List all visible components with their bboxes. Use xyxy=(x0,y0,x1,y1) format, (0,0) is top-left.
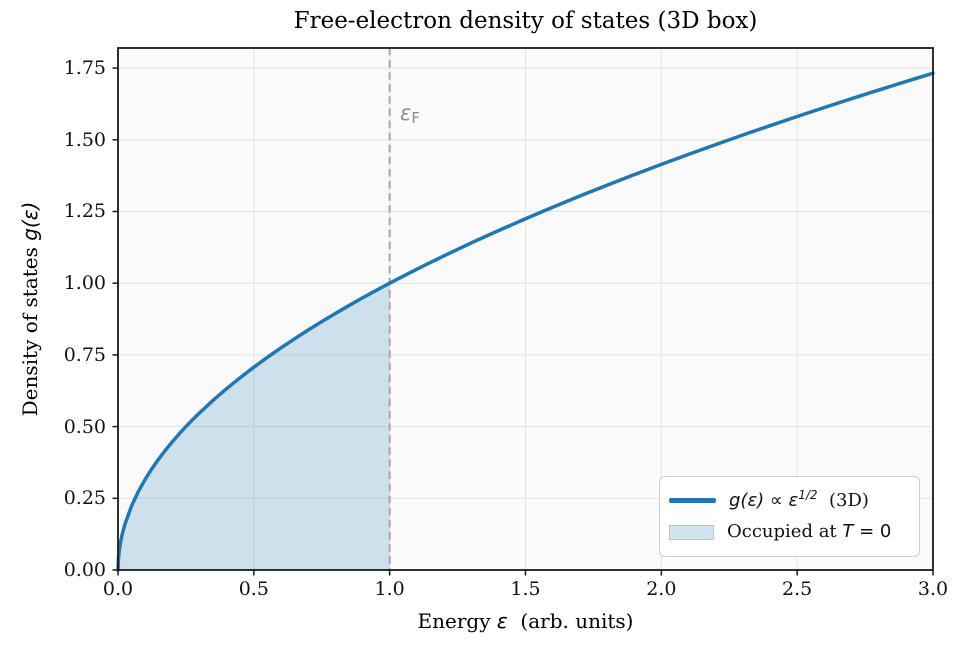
occupied-fill-area xyxy=(118,283,390,570)
x-tick-label: 1.0 xyxy=(374,578,405,600)
legend-entry-curve-label: g(ε) ∝ ε1/2 (3D) xyxy=(729,488,869,514)
y-axis-label: Density of states g(ε) xyxy=(17,109,43,509)
y-axis-label-text: Density of states xyxy=(18,240,42,417)
fermi-energy-annotation: εF xyxy=(400,101,420,127)
x-axis-label-math: ε xyxy=(496,609,508,633)
legend-patch-swatch xyxy=(669,524,714,540)
chart-title: Free-electron density of states (3D box) xyxy=(293,8,758,34)
x-tick-label: 2.0 xyxy=(646,578,677,600)
dos-curve xyxy=(116,71,935,572)
y-tick-label: 0.75 xyxy=(63,343,106,366)
x-tick-label: 0.5 xyxy=(238,578,269,600)
legend-entry-fill: Occupied at T = 0 xyxy=(669,519,909,545)
x-tick-label: 2.5 xyxy=(782,578,813,600)
legend-entry-curve: g(ε) ∝ ε1/2 (3D) xyxy=(669,488,909,514)
y-axis-label-math: g(ε) xyxy=(18,201,42,241)
x-tick-label: 3.0 xyxy=(917,578,949,600)
y-tick-label: 1.00 xyxy=(63,272,106,295)
legend-entry-fill-label: Occupied at T = 0 xyxy=(727,519,891,545)
x-tick-label: 0.0 xyxy=(102,578,134,600)
y-tick-label: 0.50 xyxy=(63,415,106,438)
legend-fill-var: T xyxy=(842,521,854,543)
y-tick-label: 1.75 xyxy=(63,57,106,80)
y-tick-label: 0.25 xyxy=(63,487,106,510)
legend-fill-text: Occupied at xyxy=(727,521,843,543)
x-axis-label-text: Energy xyxy=(417,609,497,633)
x-axis-label-units: (arb. units) xyxy=(507,609,634,633)
legend-curve-exponent: 1/2 xyxy=(798,487,818,502)
fermi-subscript: F xyxy=(411,109,420,127)
x-axis-label: Energy ε (arb. units) xyxy=(118,609,933,633)
x-tick-label: 1.5 xyxy=(510,578,541,600)
legend: g(ε) ∝ ε1/2 (3D) Occupied at T = 0 xyxy=(659,476,920,557)
y-tick-label: 1.50 xyxy=(63,128,106,151)
legend-curve-math: g(ε) ∝ ε xyxy=(729,489,799,511)
y-tick-label: 1.25 xyxy=(63,200,106,223)
legend-line-swatch xyxy=(669,498,716,503)
fermi-epsilon-symbol: ε xyxy=(400,101,412,125)
legend-curve-dims: (3D) xyxy=(817,489,869,511)
y-tick-label: 0.00 xyxy=(63,559,106,581)
legend-fill-value: = 0 xyxy=(853,521,892,543)
